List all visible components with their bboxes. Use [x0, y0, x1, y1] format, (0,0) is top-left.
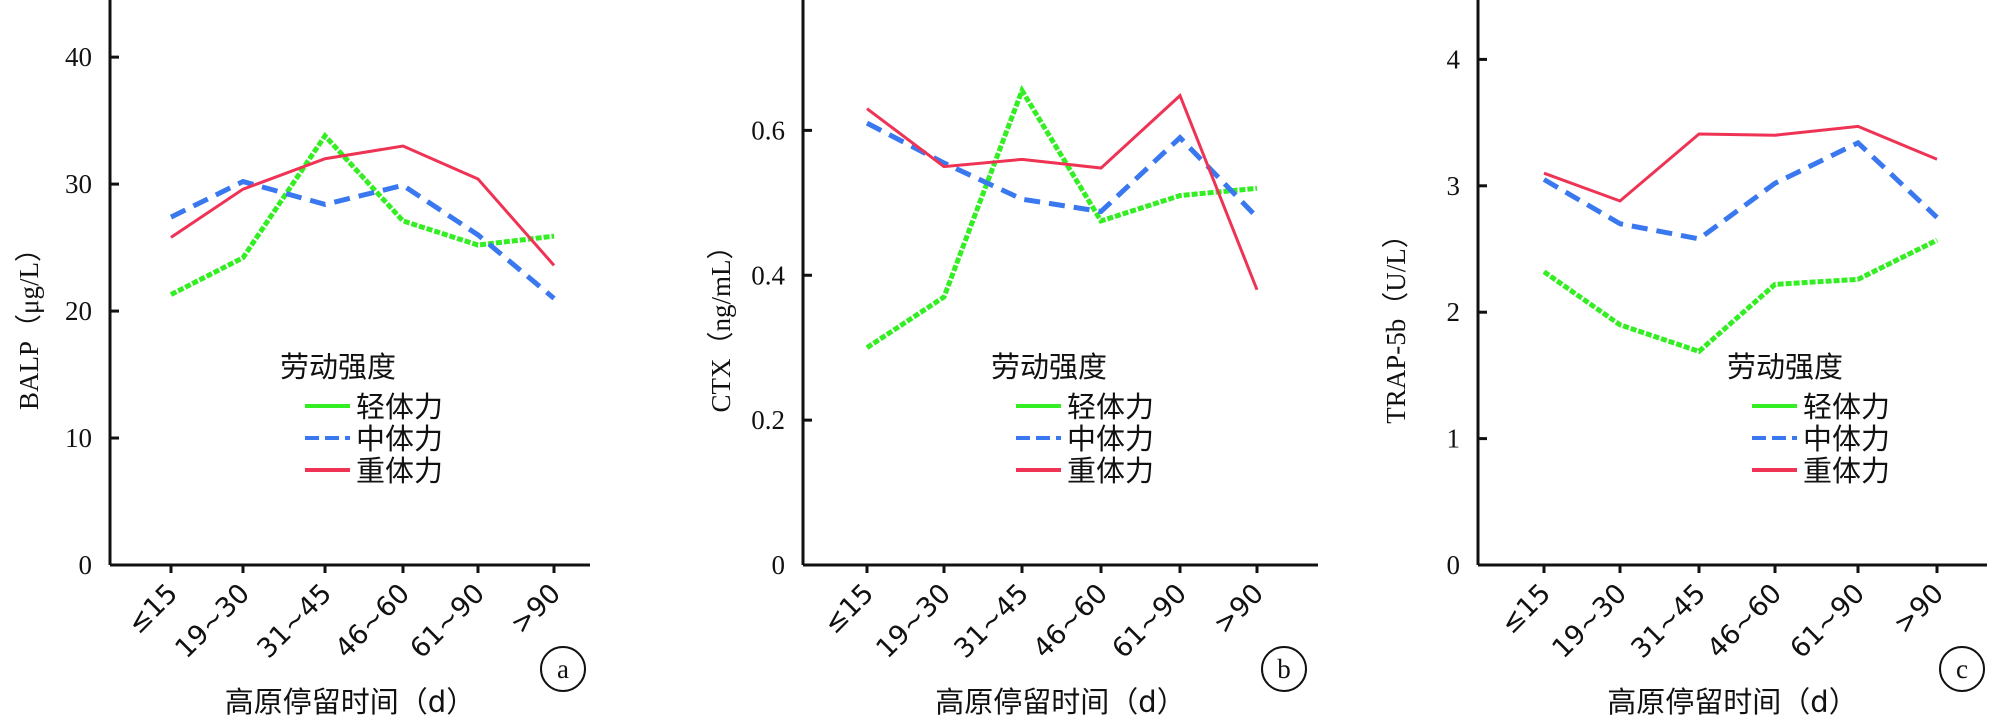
y-tick-label: 10	[65, 423, 92, 453]
y-axis-title: TRAP-5b（U/L）	[1381, 221, 1411, 424]
legend-label: 中体力	[1067, 422, 1154, 456]
panel-c: 0 1 2 3 4 TRAP-5b（U/L） ≤1519~3031~4546~6061~90…	[1381, 0, 1987, 719]
y-tick-label: 0	[772, 550, 786, 580]
legend-label: 轻体力	[356, 390, 443, 424]
x-tick-label: 31~45	[948, 578, 1035, 665]
panel-label: b	[1277, 654, 1291, 684]
x-tick-label: 61~90	[404, 578, 491, 665]
x-axis-title: 高原停留时间（d）	[935, 685, 1185, 719]
panel-label: c	[1956, 654, 1968, 684]
series-line-3	[170, 144, 556, 267]
legend-label: 轻体力	[1803, 390, 1890, 424]
x-tick-label: 46~60	[1701, 578, 1788, 665]
y-tick-label: 20	[65, 296, 92, 326]
y-tick-label: 30	[65, 169, 92, 199]
x-tick-label: 61~90	[1106, 578, 1193, 665]
legend-title: 劳动强度	[991, 350, 1107, 384]
y-tick-label: 1	[1447, 424, 1461, 454]
x-axis-title: 高原停留时间（d）	[225, 685, 475, 719]
panel-label: a	[557, 654, 569, 684]
legend-label: 中体力	[356, 422, 443, 456]
x-tick-label: 19~30	[870, 578, 957, 665]
y-tick-label: 0	[1447, 550, 1461, 580]
x-tick-label: 19~30	[1546, 578, 1633, 665]
legend-label: 轻体力	[1067, 390, 1154, 424]
legend-label: 重体力	[1067, 454, 1154, 488]
series-line-2	[865, 120, 1259, 220]
series-line-2	[1542, 139, 1939, 242]
x-tick-label: 46~60	[329, 578, 416, 665]
y-axis-title: CTX（ng/mL）	[706, 233, 736, 413]
legend-label: 重体力	[356, 454, 443, 488]
panel-label-circle	[540, 646, 586, 692]
x-tick-label: 19~30	[169, 578, 256, 665]
legend-title: 劳动强度	[280, 350, 396, 384]
panel-a: 0 10 20 30 40 BALP（μg/L） ≤1519~3031~4546~6061~…	[14, 0, 590, 719]
x-tick-label: 31~45	[251, 578, 338, 665]
y-axis-title: BALP（μg/L）	[14, 235, 44, 410]
x-tick-label: 31~45	[1625, 578, 1712, 665]
series-line-1	[1542, 237, 1939, 355]
series-line-3	[1543, 124, 1938, 203]
y-tick-label: 0.4	[751, 260, 785, 290]
x-tick-label: ≤15	[818, 578, 880, 640]
series-line-3	[866, 93, 1259, 291]
y-tick-label: 2	[1447, 297, 1461, 327]
x-tick-label: 61~90	[1784, 578, 1871, 665]
series-line-1	[865, 84, 1258, 350]
x-tick-label: >90	[505, 578, 567, 640]
x-tick-label: >90	[1888, 578, 1950, 640]
y-tick-label: 0	[79, 550, 93, 580]
x-tick-label: ≤15	[1495, 578, 1557, 640]
panel-b: 0 0.2 0.4 0.6 CTX（ng/mL） ≤1519~3031~4546~6061…	[706, 0, 1318, 719]
series-line-2	[169, 178, 556, 301]
legend-label: 中体力	[1803, 422, 1890, 456]
x-tick-label: 46~60	[1027, 578, 1114, 665]
y-tick-label: 3	[1447, 171, 1461, 201]
y-tick-label: 4	[1447, 44, 1461, 74]
y-tick-label: 0.2	[751, 405, 785, 435]
series-line-1	[169, 131, 555, 297]
legend-title: 劳动强度	[1727, 350, 1843, 384]
y-tick-label: 40	[65, 42, 92, 72]
legend-label: 重体力	[1803, 454, 1890, 488]
x-tick-label: >90	[1208, 578, 1270, 640]
x-axis-title: 高原停留时间（d）	[1607, 685, 1857, 719]
x-tick-label: ≤15	[122, 578, 184, 640]
y-tick-label: 0.6	[751, 115, 785, 145]
panel-label-circle	[1939, 646, 1985, 692]
panel-label-circle	[1261, 646, 1307, 692]
